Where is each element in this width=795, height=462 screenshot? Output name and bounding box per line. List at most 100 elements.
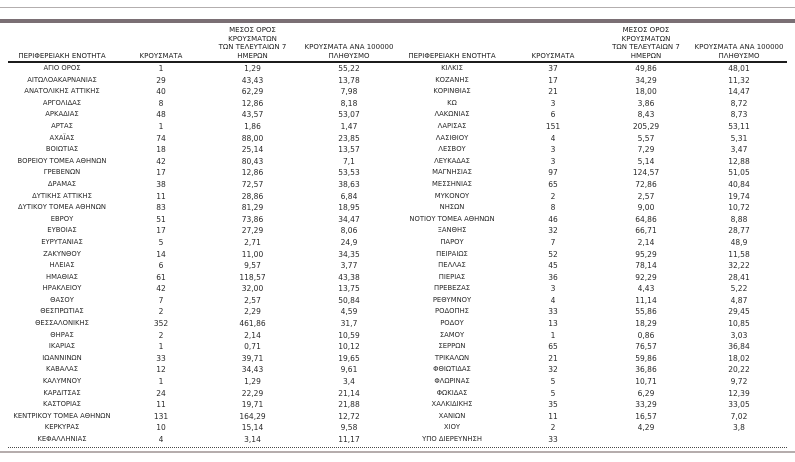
cases-cell: 7 bbox=[550, 237, 556, 247]
cases-cell: 4 bbox=[550, 133, 556, 143]
avg7-cell: 1,29 bbox=[244, 64, 261, 73]
per100k-cell: 21,88 bbox=[338, 400, 360, 410]
per100k-cell: 18,02 bbox=[728, 353, 750, 363]
avg7-cell: 80,43 bbox=[241, 156, 264, 166]
avg7-cell: 19,71 bbox=[241, 400, 264, 410]
region-name-cell: ΛΑΡΙΣΑΣ bbox=[437, 121, 467, 130]
header-region-left: ΠΕΡΙΦΕΡΕΙΑΚΗ ΕΝΟΤΗΤΑ bbox=[18, 51, 106, 60]
region-name-cell: ΚΙΛΚΙΣ bbox=[441, 64, 463, 72]
region-name-cell: ΙΩΑΝΝΙΝΩΝ bbox=[42, 353, 82, 362]
cases-cell: 42 bbox=[156, 156, 166, 166]
cases-cell: 65 bbox=[548, 342, 558, 352]
per100k-cell: 3,8 bbox=[733, 423, 745, 433]
avg7-cell: 0,71 bbox=[244, 342, 261, 352]
cases-cell: 32 bbox=[548, 226, 558, 236]
cases-cell: 36 bbox=[548, 272, 558, 282]
cases-cell: 10 bbox=[156, 423, 166, 433]
cases-cell: 3 bbox=[550, 145, 556, 155]
region-name-cell: ΦΩΚΙΔΑΣ bbox=[436, 388, 468, 397]
avg7-cell: 3,86 bbox=[637, 98, 655, 108]
cases-cell: 13 bbox=[548, 319, 558, 329]
per100k-cell: 7,02 bbox=[730, 411, 748, 421]
region-name-cell: ΑΡΚΑΔΙΑΣ bbox=[45, 110, 79, 119]
avg7-cell: 2,14 bbox=[244, 330, 261, 340]
top-divider-thin bbox=[0, 7, 795, 8]
avg7-cell: 2,71 bbox=[244, 237, 261, 247]
avg7-cell: 55,86 bbox=[635, 307, 657, 317]
region-name-cell: ΡΟΔΟΠΗΣ bbox=[435, 307, 469, 316]
per100k-cell: 8,18 bbox=[340, 98, 358, 108]
header-per100k-left: ΚΡΟΥΣΜΑΤΑ ΑΝΑ 100000 ΠΛΗΘΥΣΜΟ bbox=[304, 43, 394, 60]
cases-cell: 8 bbox=[158, 98, 164, 108]
per100k-cell: 19,65 bbox=[338, 353, 360, 363]
bottom-divider bbox=[0, 451, 795, 453]
table-header-row: ΠΕΡΙΦΕΡΕΙΑΚΗ ΕΝΟΤΗΤΑ ΚΡΟΥΣΜΑΤΑ ΜΕΣΟΣ ΟΡΟ… bbox=[8, 24, 787, 63]
region-name-cell: ΡΟΔΟΥ bbox=[440, 319, 464, 328]
per100k-cell: 7,1 bbox=[343, 156, 355, 166]
cases-cell: 131 bbox=[153, 411, 169, 421]
per100k-cell: 5,31 bbox=[730, 133, 748, 143]
cases-cell: 8 bbox=[550, 203, 556, 213]
per100k-cell: 6,84 bbox=[340, 191, 358, 201]
per100k-cell: 24,9 bbox=[340, 237, 358, 247]
per100k-cell: 33,05 bbox=[728, 400, 750, 410]
cases-cell: 12 bbox=[156, 365, 166, 375]
avg7-cell: 2,57 bbox=[244, 295, 261, 305]
avg7-cell: 76,57 bbox=[635, 342, 657, 352]
region-name-cell: ΑΝΑΤΟΛΙΚΗΣ ΑΤΤΙΚΗΣ bbox=[24, 87, 100, 96]
avg7-cell bbox=[601, 434, 691, 446]
cases-cell: 21 bbox=[548, 353, 558, 363]
avg7-cell: 62,29 bbox=[241, 87, 264, 97]
per100k-cell: 40,84 bbox=[728, 179, 750, 189]
cases-cell: 14 bbox=[156, 249, 166, 259]
avg7-cell: 73,86 bbox=[241, 214, 264, 224]
cases-cell: 38 bbox=[156, 179, 166, 189]
cases-cell: 4 bbox=[158, 435, 164, 444]
cases-cell: 21 bbox=[548, 87, 558, 97]
per100k-cell: 50,84 bbox=[338, 295, 360, 305]
per100k-cell: 3,47 bbox=[730, 145, 748, 155]
region-name-cell: ΠΕΛΛΑΣ bbox=[438, 261, 466, 270]
per100k-cell: 48,01 bbox=[728, 64, 750, 73]
per100k-cell: 21,14 bbox=[338, 388, 360, 398]
cases-cell: 17 bbox=[156, 168, 166, 178]
region-name-cell: ΑΡΤΑΣ bbox=[51, 121, 73, 130]
cases-cell: 3 bbox=[550, 156, 556, 166]
region-name-cell: ΚΑΒΑΛΑΣ bbox=[45, 365, 78, 374]
per100k-cell: 31,7 bbox=[340, 319, 358, 329]
avg7-cell: 34,29 bbox=[635, 75, 657, 85]
cases-cell: 83 bbox=[156, 203, 166, 213]
region-name-cell: ΕΒΡΟΥ bbox=[50, 214, 74, 223]
per100k-cell: 18,95 bbox=[338, 203, 360, 213]
cases-cell: 46 bbox=[548, 214, 558, 224]
per100k-cell: 20,22 bbox=[728, 365, 750, 375]
avg7-cell: 3,14 bbox=[244, 435, 261, 444]
avg7-cell: 7,29 bbox=[637, 145, 655, 155]
header-avg7-left: ΜΕΣΟΣ ΟΡΟΣ ΚΡΟΥΣΜΑΤΩΝ ΤΩΝ ΤΕΛΕΥΤΑΙΩΝ 7 Η… bbox=[218, 26, 287, 60]
per100k-cell: 10,72 bbox=[728, 203, 750, 213]
region-name-cell: ΚΟΡΙΝΘΙΑΣ bbox=[433, 87, 471, 96]
per100k-cell: 38,63 bbox=[338, 179, 360, 189]
header-cases-left: ΚΡΟΥΣΜΑΤΑ bbox=[139, 51, 183, 60]
avg7-cell: 12,86 bbox=[241, 168, 264, 178]
region-name-cell: ΚΑΣΤΟΡΙΑΣ bbox=[43, 400, 81, 409]
region-name-cell: ΤΡΙΚΑΛΩΝ bbox=[434, 353, 470, 362]
cases-cell: 5 bbox=[550, 377, 556, 387]
region-name-cell: ΑΓΙΟ ΟΡΟΣ bbox=[43, 64, 81, 72]
avg7-cell: 36,86 bbox=[635, 365, 657, 375]
top-divider-thick bbox=[0, 19, 795, 23]
cases-cell: 1 bbox=[158, 64, 164, 73]
region-name-cell: ΛΕΣΒΟΥ bbox=[438, 145, 466, 154]
avg7-cell: 25,14 bbox=[241, 145, 264, 155]
avg7-cell: 81,29 bbox=[241, 203, 264, 213]
region-name-cell: ΠΕΙΡΑΙΩΣ bbox=[436, 249, 468, 258]
cases-cell: 1 bbox=[158, 121, 164, 131]
region-name-cell: ΧΑΛΚΙΔΙΚΗΣ bbox=[431, 400, 473, 409]
per100k-cell: 53,53 bbox=[338, 168, 360, 178]
per100k-cell: 32,22 bbox=[728, 261, 750, 271]
avg7-cell: 88,00 bbox=[241, 133, 264, 143]
per100k-cell: 29,45 bbox=[728, 307, 750, 317]
avg7-cell: 4,43 bbox=[637, 284, 655, 294]
cases-cell: 5 bbox=[550, 388, 556, 398]
cases-cell: 18 bbox=[156, 145, 166, 155]
